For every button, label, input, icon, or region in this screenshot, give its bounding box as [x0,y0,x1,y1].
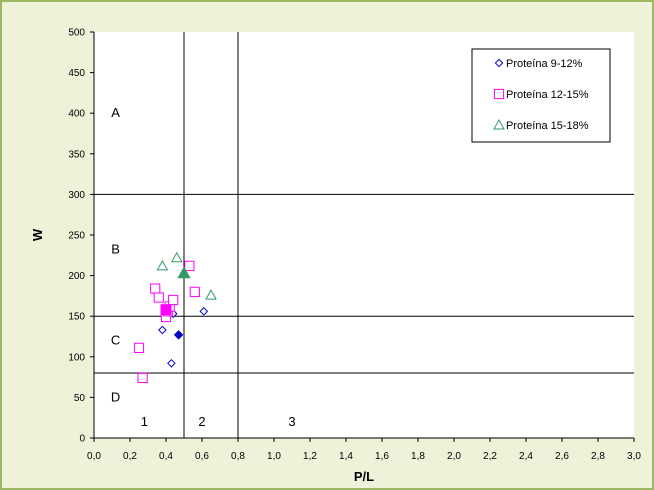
region-label: 1 [141,414,148,429]
data-point-square [168,294,179,306]
data-point-triangle [170,251,183,263]
legend-marker-diamond [494,58,504,68]
y-axis-title: W [30,228,45,241]
y-tick-label: 350 [68,149,85,160]
data-point-diamond [167,358,176,368]
data-point-square [150,283,161,294]
x-tick-label: 0,4 [159,451,173,462]
legend-label: Proteína 9-12% [506,58,583,70]
data-point-square [133,342,145,353]
legend-marker-square [493,88,505,100]
x-tick-label: 0,6 [195,451,209,462]
legend-label: Proteína 12-15% [506,89,589,101]
x-tick-label: 2,2 [483,451,497,462]
y-tick-label: 150 [68,312,85,323]
x-tick-label: 1,0 [267,451,281,462]
y-tick-label: 500 [68,28,85,39]
region-label: A [111,105,120,120]
region-label: B [111,242,120,257]
region-label: C [111,333,120,348]
x-tick-label: 3,0 [627,451,641,462]
x-tick-label: 0,0 [87,451,101,462]
region-label: D [111,389,120,404]
data-point-diamond [158,325,167,335]
region-label: 2 [198,414,205,429]
x-tick-label: 2,4 [519,451,533,462]
legend-marker-triangle [493,118,505,130]
mean-point-triangle [177,266,191,279]
region-label: 3 [288,414,295,429]
y-tick-label: 50 [74,393,86,404]
y-tick-label: 200 [68,271,85,282]
x-tick-label: 0,2 [123,451,137,462]
data-point-diamond [199,307,209,316]
data-point-triangle [205,289,217,300]
legend-label: Proteína 15-18% [506,120,589,132]
data-point-square [189,286,200,297]
data-point-square [153,292,164,303]
data-point-triangle [156,259,169,271]
mean-point-diamond [173,330,184,340]
data-point-square [184,260,195,271]
y-tick-label: 300 [68,190,85,201]
y-tick-label: 450 [68,68,85,79]
mean-point-square [160,304,172,316]
x-tick-label: 2,6 [555,451,569,462]
x-tick-label: 0,8 [231,451,245,462]
x-tick-label: 2,8 [591,451,605,462]
y-tick-label: 0 [79,434,85,445]
x-axis-title: P/L [354,469,374,484]
y-tick-label: 100 [68,352,85,363]
y-tick-label: 400 [68,109,85,120]
x-tick-label: 2,0 [447,451,461,462]
x-tick-label: 1,6 [375,451,389,462]
x-tick-label: 1,2 [303,451,317,462]
y-tick-label: 250 [68,231,85,242]
x-tick-label: 1,8 [411,451,425,462]
x-tick-label: 1,4 [339,451,353,462]
data-point-square [137,372,148,384]
